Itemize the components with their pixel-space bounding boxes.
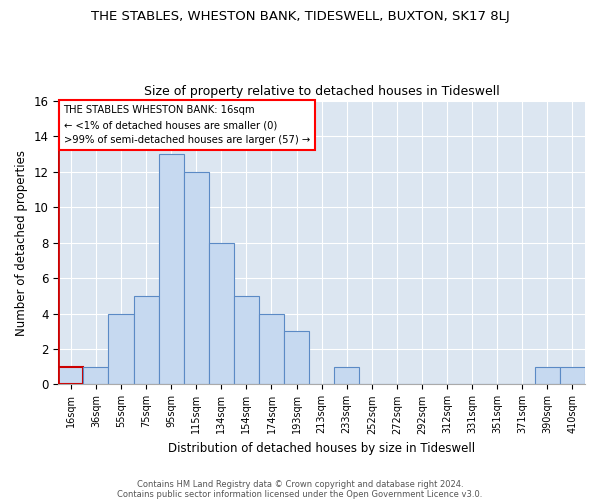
Y-axis label: Number of detached properties: Number of detached properties (15, 150, 28, 336)
Bar (109, 314, 134, 384)
Bar (284, 332, 309, 384)
Bar (134, 296, 158, 384)
Text: Contains HM Land Registry data © Crown copyright and database right 2024.: Contains HM Land Registry data © Crown c… (137, 480, 463, 489)
Bar (259, 314, 284, 384)
Bar (83, 366, 109, 384)
Text: THE STABLES, WHESTON BANK, TIDESWELL, BUXTON, SK17 8LJ: THE STABLES, WHESTON BANK, TIDESWELL, BU… (91, 10, 509, 23)
Bar (560, 366, 585, 384)
Bar (184, 172, 209, 384)
Text: Contains public sector information licensed under the Open Government Licence v3: Contains public sector information licen… (118, 490, 482, 499)
Bar (158, 154, 184, 384)
Bar (58, 366, 83, 384)
X-axis label: Distribution of detached houses by size in Tideswell: Distribution of detached houses by size … (168, 442, 475, 455)
Bar (209, 243, 234, 384)
Title: Size of property relative to detached houses in Tideswell: Size of property relative to detached ho… (144, 86, 500, 98)
Text: THE STABLES WHESTON BANK: 16sqm
← <1% of detached houses are smaller (0)
>99% of: THE STABLES WHESTON BANK: 16sqm ← <1% of… (64, 106, 310, 145)
Bar (234, 296, 259, 384)
Bar (334, 366, 359, 384)
Bar (535, 366, 560, 384)
